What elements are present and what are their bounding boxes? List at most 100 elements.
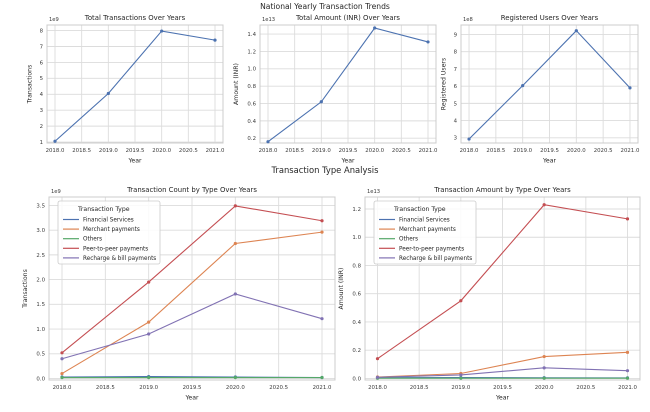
- y-tick-label: 1.2: [247, 49, 256, 55]
- plot-frame: [48, 196, 336, 381]
- legend: Transaction Type Financial Services Mercha…: [373, 200, 477, 265]
- series-line-merchant-payments: [377, 351, 628, 378]
- x-axis-label: Year: [127, 158, 142, 165]
- y-tick-label: 1.0: [36, 327, 45, 333]
- data-point-amount-inr: [426, 40, 430, 44]
- plot-frame: [46, 24, 224, 144]
- x-tick-label: 2021.0: [621, 148, 640, 154]
- data-point-peer-to-peer-payments: [147, 280, 151, 284]
- x-tick-label: 2019.5: [126, 148, 145, 154]
- chart-title: Transaction Amount by Type Over Years: [433, 186, 571, 194]
- legend: Transaction Type Financial Services Mercha…: [57, 200, 161, 265]
- x-tick-label: 2021.0: [313, 385, 332, 391]
- bottom-figure-title: Transaction Type Analysis: [271, 165, 379, 175]
- x-tick-label: 2018.0: [368, 385, 387, 391]
- x-tick-label: 2019.0: [451, 385, 470, 391]
- data-point-peer-to-peer-payments: [233, 204, 237, 208]
- data-point-merchant-payments: [60, 371, 64, 376]
- y-tick-label: 3: [454, 136, 457, 142]
- y-tick-label: 2.0: [36, 277, 45, 283]
- chart-total-transactions-over-years: 2018.0 2018.5 2019.0 2019.5 2020.0 2020.5 2021…: [27, 14, 225, 165]
- data-point-peer-to-peer-payments: [542, 203, 546, 207]
- data-point-registered-users: [574, 29, 578, 33]
- data-point-others: [60, 375, 64, 380]
- plot-frame: [460, 24, 639, 144]
- y-tick-label: 3.5: [36, 203, 45, 209]
- data-point-transactions: [106, 91, 110, 96]
- data-point-recharge-bill-payments: [320, 317, 324, 321]
- y-tick-label: 1.4: [247, 32, 256, 38]
- chart-title: Registered Users Over Years: [501, 14, 599, 22]
- legend-label-merchant-payments: Merchant payments: [399, 227, 456, 233]
- data-point-others: [459, 376, 463, 380]
- chart-title: Transaction Count by Type Over Years: [126, 186, 257, 194]
- data-point-peer-to-peer-payments: [375, 357, 380, 361]
- y-axis-offset-label: 1e13: [367, 189, 380, 195]
- top-figure-title: National Yearly Transaction Trends: [260, 2, 390, 11]
- x-tick-label: 2019.0: [99, 148, 118, 154]
- x-axis-label: Year: [340, 158, 355, 165]
- y-tick-label: 0.2: [352, 348, 361, 354]
- y-tick-label: 3.0: [36, 228, 45, 234]
- x-tick-label: 2019.5: [540, 148, 559, 154]
- plot-area-registered-users-over-years: 2018.0 2018.5 2019.0 2019.5 2020.0 2020.5 2021…: [441, 14, 640, 165]
- legend-label-others: Others: [399, 237, 418, 243]
- series-line-recharge-bill-payments: [377, 367, 628, 378]
- y-tick-label: 9: [454, 32, 458, 38]
- y-axis-label: Transactions: [22, 269, 29, 309]
- series-line-registered-users: [468, 29, 631, 140]
- x-axis-label: Year: [542, 158, 557, 165]
- x-tick-label: 2020.0: [567, 148, 586, 154]
- x-tick-label: 2018.5: [410, 385, 429, 391]
- data-point-recharge-bill-payments: [147, 332, 151, 336]
- legend-box: [373, 200, 477, 265]
- x-tick-label: 2020.5: [269, 385, 288, 391]
- x-axis-label: Year: [495, 395, 510, 402]
- series-line-amount-inr: [267, 27, 429, 143]
- y-tick-label: 0.8: [247, 84, 256, 90]
- y-tick-label: 1.0: [247, 67, 256, 73]
- x-tick-label: 2018.5: [285, 148, 304, 154]
- chart-transaction-amount-by-type: 2018.0 2018.5 2019.0 2019.5 2020.0 2020.5 2021…: [338, 186, 641, 402]
- y-axis-label: Transactions: [27, 65, 34, 105]
- data-point-amount-inr: [319, 100, 323, 104]
- plot-area-transaction-amount-by-type-over-years: 2018.0 2018.5 2019.0 2019.5 2020.0 2020.5 2021…: [338, 186, 641, 402]
- y-axis-label: Amount (INR): [338, 268, 345, 310]
- x-tick-label: 2019.0: [312, 148, 331, 154]
- x-tick-label: 2020.0: [226, 385, 245, 391]
- data-point-transactions: [160, 29, 164, 33]
- y-tick-label: 0.0: [352, 376, 361, 382]
- chart-transaction-count-by-type: 2018.0 2018.5 2019.0 2019.5 2020.0 2020.5 2021…: [22, 186, 336, 402]
- data-point-merchant-payments: [147, 320, 151, 324]
- data-point-registered-users: [467, 137, 471, 141]
- legend-label-financial-services: Financial Services: [83, 218, 134, 224]
- y-tick-label: 5: [40, 76, 43, 82]
- data-point-amount-inr: [266, 140, 270, 144]
- data-point-recharge-bill-payments: [542, 366, 546, 370]
- x-tick-label: 2019.0: [513, 148, 532, 154]
- data-point-merchant-payments: [320, 230, 324, 234]
- y-tick-label: 5: [454, 101, 457, 107]
- series-line-recharge-bill-payments: [61, 293, 323, 360]
- x-tick-label: 2018.0: [53, 385, 72, 391]
- legend-label-recharge-bill-payments: Recharge & bill payments: [399, 256, 472, 262]
- chart-total-amount-inr-over-years: 2018.0 2018.5 2019.0 2019.5 2020.0 2020.5 2021…: [233, 14, 438, 165]
- data-point-transactions: [213, 38, 217, 42]
- y-tick-label: 1: [40, 140, 43, 146]
- x-tick-label: 2019.5: [493, 385, 512, 391]
- y-axis-offset-label: 1e8: [463, 17, 473, 23]
- x-tick-label: 2018.5: [96, 385, 115, 391]
- plot-frame: [259, 24, 437, 144]
- data-point-recharge-bill-payments: [375, 375, 380, 379]
- data-point-peer-to-peer-payments: [60, 351, 64, 355]
- y-tick-label: 7: [40, 44, 43, 50]
- x-tick-label: 2020.5: [179, 148, 198, 154]
- plot-area-total-transactions-over-years: 2018.0 2018.5 2019.0 2019.5 2020.0 2020.5 2021…: [27, 14, 225, 165]
- data-point-merchant-payments: [625, 350, 630, 354]
- series-line-peer-to-peer-payments: [61, 205, 323, 354]
- legend-title: Transaction Type: [77, 206, 130, 213]
- y-tick-label: 3: [40, 108, 43, 114]
- x-tick-label: 2018.0: [259, 148, 278, 154]
- y-axis-offset-label: 1e9: [49, 17, 59, 23]
